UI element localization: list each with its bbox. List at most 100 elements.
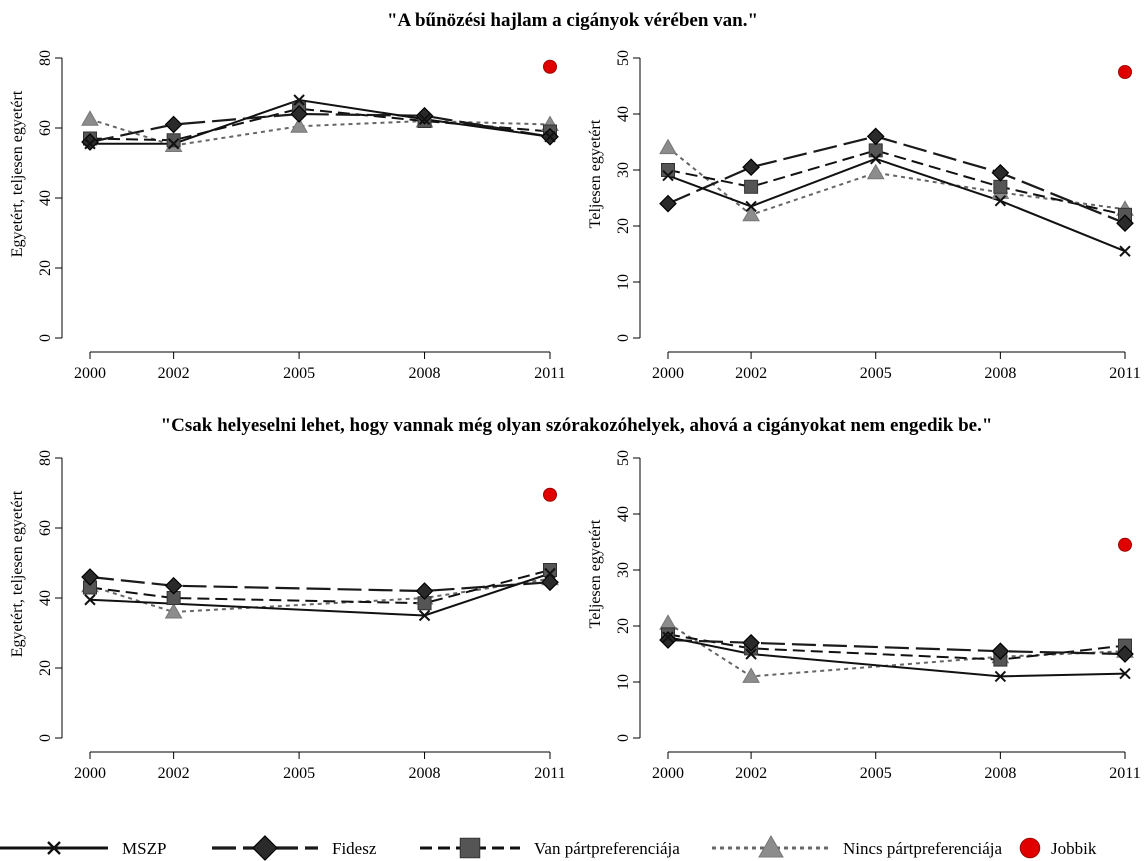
- chart-panel-2: 0 10 20 30 40 50 Teljesen egyetért 2000 2002 2005…: [587, 50, 1141, 382]
- fidesz-marker: [742, 633, 760, 652]
- nincs-marker: [742, 667, 760, 683]
- fidesz-marker: [164, 576, 183, 595]
- y-tick-label: 30: [615, 162, 632, 178]
- y-tick-label: 60: [37, 520, 54, 536]
- x-tick-label: 2011: [534, 365, 565, 382]
- y-axis-label: Teljesen egyetért: [587, 519, 604, 628]
- x-tick-label: 2002: [735, 365, 767, 382]
- x-tick-label: 2002: [158, 765, 190, 782]
- mszp-series-line: [667, 636, 1126, 678]
- mszp-series-line: [89, 572, 551, 617]
- mszp-marker: [293, 94, 305, 106]
- x-tick-label: 2008: [984, 365, 1016, 382]
- x-tick-label: 2005: [283, 365, 315, 382]
- fidesz-marker: [991, 642, 1010, 661]
- fidesz-marker: [252, 835, 278, 861]
- y-axis-label: Teljesen egyetért: [587, 119, 604, 228]
- y-tick-label: 10: [615, 674, 632, 690]
- y-tick-label: 40: [37, 590, 54, 606]
- fidesz-marker: [659, 194, 677, 213]
- y-tick-label: 10: [615, 274, 632, 290]
- chart-panel-3: 0 20 40 60 80 Egyetért, teljesen egyetért 2000…: [9, 450, 566, 782]
- nincs-marker: [164, 602, 183, 619]
- y-tick-label: 60: [37, 120, 54, 136]
- y-tick-label: 20: [37, 660, 54, 676]
- x-tick-label: 2000: [652, 365, 684, 382]
- nincs-marker: [866, 163, 885, 180]
- y-tick-label: 20: [615, 618, 632, 634]
- jobbik-marker: [543, 487, 557, 502]
- nincs-marker: [290, 117, 308, 133]
- fidesz-marker: [659, 631, 677, 649]
- y-tick-label: 0: [615, 734, 632, 742]
- mszp-marker: [662, 631, 674, 643]
- chart-title-top: "A bűnözési hajlam a cigányok vérében va…: [386, 10, 759, 31]
- fidesz-marker: [290, 105, 308, 123]
- mszp-marker: [870, 153, 882, 165]
- y-tick-label: 80: [37, 450, 54, 466]
- fidesz-marker: [1116, 645, 1134, 663]
- van-marker: [744, 179, 759, 194]
- y-tick-label: 20: [615, 218, 632, 234]
- x-tick-label: 2000: [652, 765, 684, 782]
- nincs-marker: [742, 205, 760, 222]
- mszp-marker: [47, 841, 61, 855]
- mszp-marker: [418, 113, 431, 125]
- y-tick-label: 0: [37, 334, 54, 342]
- mszp-marker: [84, 594, 96, 606]
- y-tick-label: 40: [37, 190, 54, 206]
- legend-label-nincs: Nincs pártpreferenciája: [843, 839, 1002, 858]
- mszp-marker: [745, 648, 757, 660]
- fidesz-series-line: [89, 112, 551, 144]
- mszp-marker: [994, 670, 1007, 683]
- mszp-marker: [544, 131, 556, 143]
- y-tick-label: 40: [615, 506, 632, 522]
- mszp-marker: [1119, 667, 1131, 680]
- mszp-marker: [167, 138, 180, 150]
- mszp-series-line: [90, 98, 551, 145]
- y-axis-label: Egyetért, teljesen egyetért: [9, 490, 26, 657]
- y-tick-label: 0: [615, 334, 632, 342]
- mszp-marker: [745, 200, 757, 213]
- x-tick-label: 2011: [1109, 365, 1140, 382]
- legend-label-fidesz: Fidesz: [332, 839, 377, 858]
- jobbik-marker: [1118, 537, 1132, 552]
- nincs-marker: [659, 138, 677, 155]
- y-tick-label: 40: [615, 106, 632, 122]
- x-tick-label: 2000: [74, 365, 106, 382]
- fidesz-marker: [81, 568, 99, 586]
- y-tick-label: 20: [37, 260, 54, 276]
- x-tick-label: 2011: [1109, 765, 1140, 782]
- x-tick-label: 2005: [860, 765, 892, 782]
- fidesz-marker: [415, 106, 434, 125]
- x-tick-label: 2002: [158, 365, 190, 382]
- van-series-line: [667, 149, 1126, 216]
- mszp-marker: [662, 169, 674, 182]
- x-tick-label: 2000: [74, 765, 106, 782]
- fidesz-marker: [415, 582, 434, 600]
- nincs-marker: [659, 614, 677, 630]
- jobbik-marker: [543, 59, 557, 74]
- mszp-marker: [544, 567, 556, 580]
- van-marker: [993, 179, 1008, 194]
- mszp-marker: [84, 138, 96, 150]
- chart-panel-1: 0 20 40 60 80 Egyetért, teljesen egyetért 2000…: [9, 50, 566, 382]
- chart-panel-4: 0 10 20 30 40 50 Teljesen egyetért 2000 2002 2005…: [587, 450, 1141, 782]
- nincs-series-line: [667, 146, 1126, 216]
- legend-label-mszp: MSZP: [122, 839, 166, 858]
- legend: MSZP Fidesz Van pártpreferenciája Nincs pár…: [0, 834, 1097, 861]
- mszp-marker: [1119, 245, 1131, 257]
- fidesz-marker: [742, 158, 760, 177]
- x-tick-label: 2005: [860, 365, 892, 382]
- x-tick-label: 2005: [283, 765, 315, 782]
- fidesz-marker: [991, 163, 1010, 182]
- fidesz-marker: [866, 127, 885, 146]
- x-tick-label: 2011: [534, 765, 565, 782]
- x-tick-label: 2008: [409, 765, 441, 782]
- fidesz-series-line: [89, 575, 551, 593]
- jobbik-marker: [1019, 837, 1041, 859]
- fidesz-series-line: [667, 638, 1126, 656]
- y-tick-label: 30: [615, 562, 632, 578]
- mszp-marker: [418, 609, 431, 622]
